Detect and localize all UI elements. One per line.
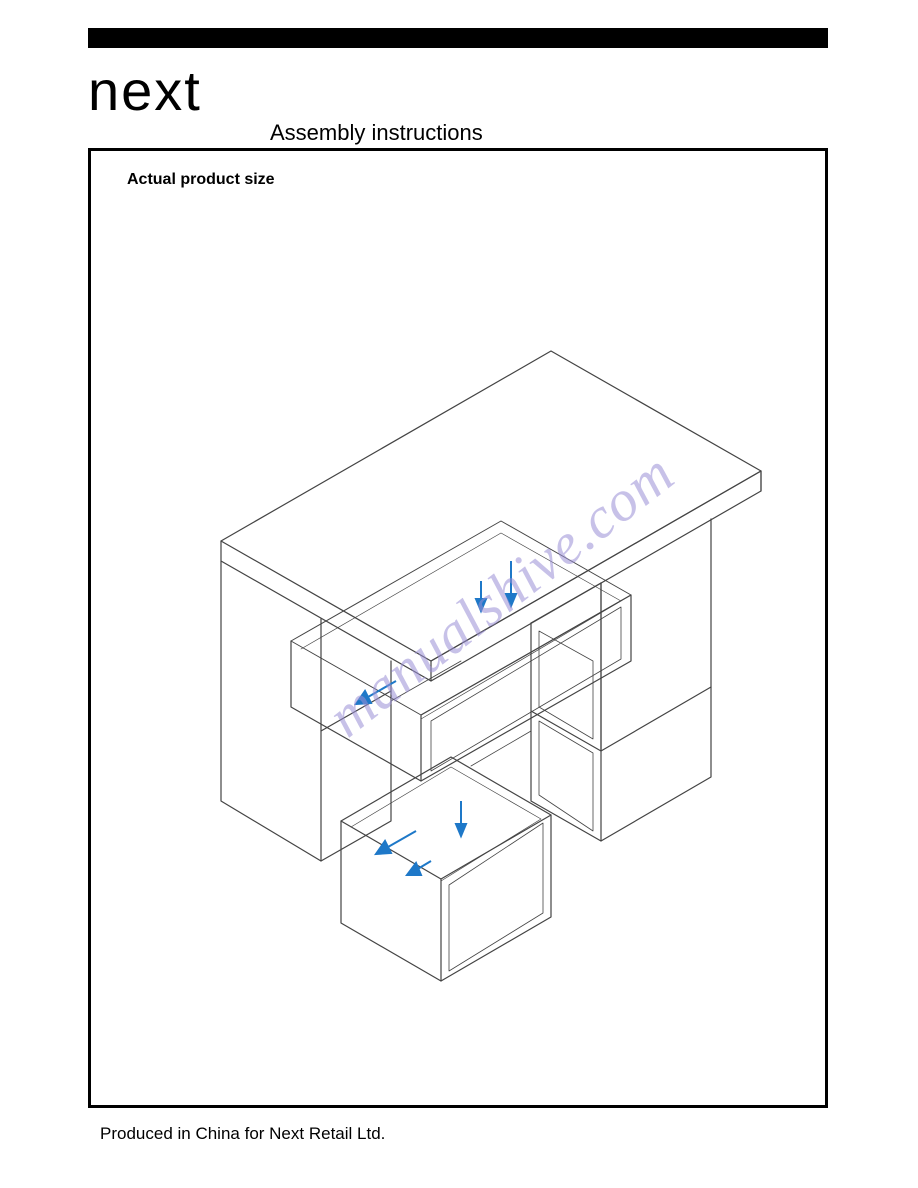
content-frame: Actual product size (88, 148, 828, 1108)
product-diagram (131, 261, 791, 1021)
brand-logo: next (88, 58, 202, 123)
footer-note: Produced in China for Next Retail Ltd. (100, 1124, 385, 1144)
section-heading: Actual product size (127, 171, 275, 189)
page-subtitle: Assembly instructions (270, 120, 483, 146)
header-bar (88, 28, 828, 48)
